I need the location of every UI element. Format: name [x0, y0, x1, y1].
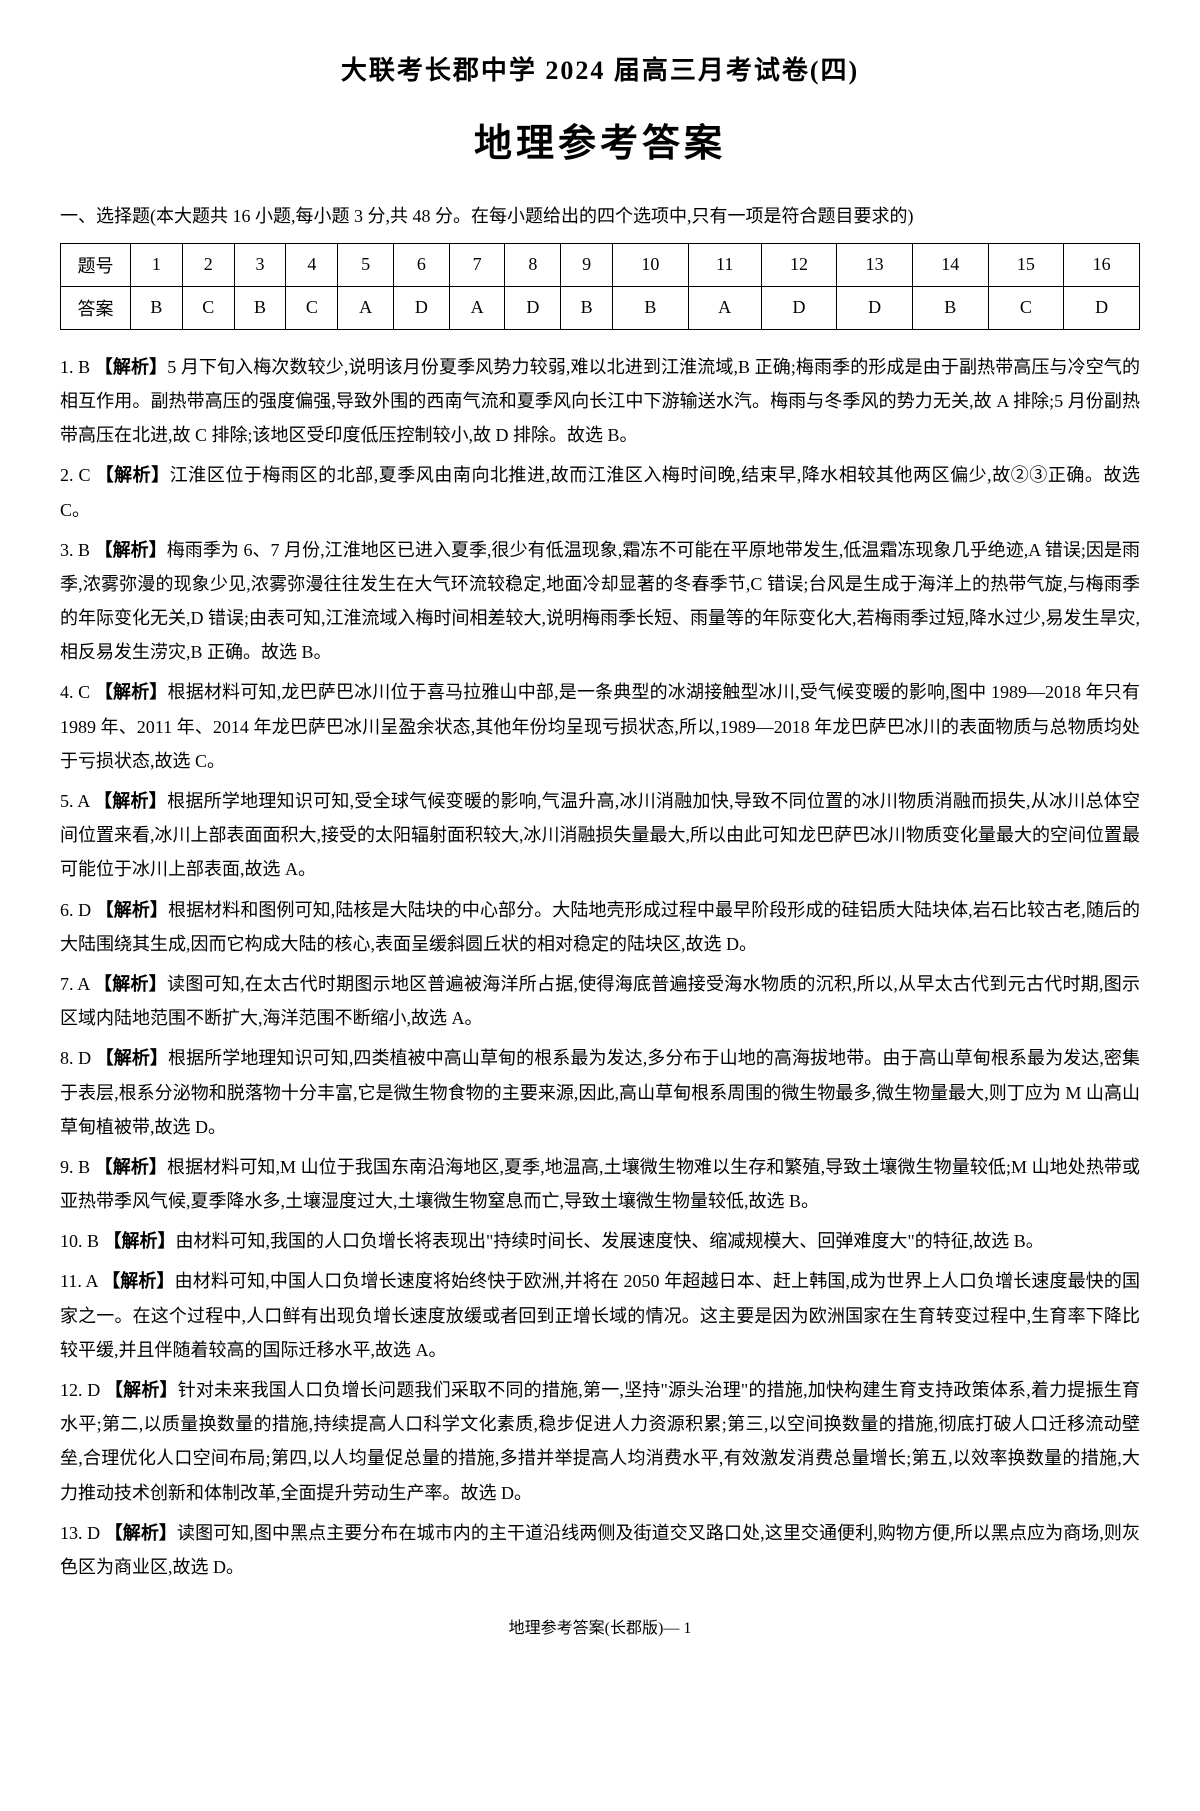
explanation-text: 梅雨季为 6、7 月份,江淮地区已进入夏季,很少有低温现象,霜冻不可能在平原地带… [60, 540, 1140, 663]
table-cell: 2 [182, 243, 234, 286]
header-main: 长郡中学 2024 届高三月考试卷(四) [425, 56, 859, 85]
table-cell: 7 [449, 243, 505, 286]
table-cell: 12 [761, 243, 837, 286]
explanation-text: 江淮区位于梅雨区的北部,夏季风由南向北推进,故而江淮区入梅时间晚,结束早,降水相… [60, 465, 1140, 519]
exam-header: 大联考长郡中学 2024 届高三月考试卷(四) [60, 50, 1140, 87]
table-cell: 5 [338, 243, 394, 286]
table-cell: D [837, 286, 913, 329]
main-title: 地理参考答案 [60, 112, 1140, 167]
explanations-container: 1. B 【解析】5 月下旬入梅次数较少,说明该月份夏季风势力较弱,难以北进到江… [60, 350, 1140, 1584]
explanation-item: 5. A 【解析】根据所学地理知识可知,受全球气候变暖的影响,气温升高,冰川消融… [60, 784, 1140, 887]
table-cell: C [182, 286, 234, 329]
table-cell: 4 [286, 243, 338, 286]
analysis-tag: 【解析】 [105, 1523, 177, 1543]
explanation-text: 根据材料可知,M 山位于我国东南沿海地区,夏季,地温高,土壤微生物难以生存和繁殖… [60, 1157, 1140, 1211]
question-number: 3. B [60, 540, 95, 560]
analysis-tag: 【解析】 [94, 974, 167, 994]
table-cell: C [286, 286, 338, 329]
table-cell: 11 [688, 243, 761, 286]
question-number: 7. A [60, 974, 94, 994]
explanation-item: 6. D 【解析】根据材料和图例可知,陆核是大陆块的中心部分。大陆地壳形成过程中… [60, 893, 1140, 961]
header-prefix: 大联考 [341, 56, 425, 85]
explanation-item: 8. D 【解析】根据所学地理知识可知,四类植被中高山草甸的根系最为发达,多分布… [60, 1041, 1140, 1144]
question-number: 10. B [60, 1231, 104, 1251]
table-cell: B [131, 286, 183, 329]
question-number: 13. D [60, 1523, 105, 1543]
explanation-item: 2. C 【解析】江淮区位于梅雨区的北部,夏季风由南向北推进,故而江淮区入梅时间… [60, 458, 1140, 526]
explanation-item: 11. A 【解析】由材料可知,中国人口负增长速度将始终快于欧洲,并将在 205… [60, 1264, 1140, 1367]
table-cell: C [988, 286, 1064, 329]
explanation-text: 读图可知,在太古代时期图示地区普遍被海洋所占据,使得海底普遍接受海水物质的沉积,… [60, 974, 1140, 1028]
analysis-tag: 【解析】 [95, 682, 168, 702]
question-number: 11. A [60, 1271, 102, 1291]
table-cell: D [393, 286, 449, 329]
question-number: 1. B [60, 357, 95, 377]
table-cell: 15 [988, 243, 1064, 286]
explanation-text: 由材料可知,我国的人口负增长将表现出"持续时间长、发展速度快、缩减规模大、回弹难… [176, 1231, 1044, 1251]
analysis-tag: 【解析】 [95, 1157, 167, 1177]
table-cell: 14 [912, 243, 988, 286]
row-label: 答案 [61, 286, 131, 329]
table-cell: A [688, 286, 761, 329]
table-cell: B [613, 286, 689, 329]
question-number: 5. A [60, 791, 94, 811]
explanation-item: 3. B 【解析】梅雨季为 6、7 月份,江淮地区已进入夏季,很少有低温现象,霜… [60, 533, 1140, 670]
explanation-text: 由材料可知,中国人口负增长速度将始终快于欧洲,并将在 2050 年超越日本、赶上… [60, 1271, 1140, 1359]
question-number: 12. D [60, 1380, 105, 1400]
table-cell: D [1064, 286, 1140, 329]
explanation-item: 7. A 【解析】读图可知,在太古代时期图示地区普遍被海洋所占据,使得海底普遍接… [60, 967, 1140, 1035]
analysis-tag: 【解析】 [96, 900, 168, 920]
explanation-item: 1. B 【解析】5 月下旬入梅次数较少,说明该月份夏季风势力较弱,难以北进到江… [60, 350, 1140, 453]
analysis-tag: 【解析】 [96, 465, 170, 485]
explanation-item: 10. B 【解析】由材料可知,我国的人口负增长将表现出"持续时间长、发展速度快… [60, 1224, 1140, 1258]
analysis-tag: 【解析】 [95, 357, 167, 377]
table-cell: 10 [613, 243, 689, 286]
analysis-tag: 【解析】 [102, 1271, 175, 1291]
explanation-text: 根据所学地理知识可知,四类植被中高山草甸的根系最为发达,多分布于山地的高海拔地带… [60, 1048, 1140, 1136]
explanation-text: 根据材料和图例可知,陆核是大陆块的中心部分。大陆地壳形成过程中最早阶段形成的硅铝… [60, 900, 1140, 954]
table-row-answers: 答案 B C B C A D A D B B A D D B C D [61, 286, 1140, 329]
table-cell: 16 [1064, 243, 1140, 286]
table-cell: B [234, 286, 286, 329]
explanation-item: 4. C 【解析】根据材料可知,龙巴萨巴冰川位于喜马拉雅山中部,是一条典型的冰湖… [60, 675, 1140, 778]
table-cell: 3 [234, 243, 286, 286]
section-1-header: 一、选择题(本大题共 16 小题,每小题 3 分,共 48 分。在每小题给出的四… [60, 202, 1140, 231]
table-cell: A [449, 286, 505, 329]
explanation-item: 12. D 【解析】针对未来我国人口负增长问题我们采取不同的措施,第一,坚持"源… [60, 1373, 1140, 1510]
answer-table: 题号 1 2 3 4 5 6 7 8 9 10 11 12 13 14 15 1… [60, 243, 1140, 330]
table-cell: 1 [131, 243, 183, 286]
question-number: 4. C [60, 682, 95, 702]
question-number: 2. C [60, 465, 96, 485]
table-cell: 6 [393, 243, 449, 286]
analysis-tag: 【解析】 [94, 791, 167, 811]
question-number: 9. B [60, 1157, 95, 1177]
explanation-item: 9. B 【解析】根据材料可知,M 山位于我国东南沿海地区,夏季,地温高,土壤微… [60, 1150, 1140, 1218]
question-number: 8. D [60, 1048, 96, 1068]
table-cell: D [505, 286, 561, 329]
table-cell: 8 [505, 243, 561, 286]
row-label: 题号 [61, 243, 131, 286]
table-cell: B [561, 286, 613, 329]
explanation-text: 5 月下旬入梅次数较少,说明该月份夏季风势力较弱,难以北进到江淮流域,B 正确;… [60, 357, 1140, 445]
question-number: 6. D [60, 900, 96, 920]
explanation-text: 针对未来我国人口负增长问题我们采取不同的措施,第一,坚持"源头治理"的措施,加快… [60, 1380, 1140, 1503]
table-cell: 9 [561, 243, 613, 286]
analysis-tag: 【解析】 [105, 1380, 178, 1400]
table-cell: 13 [837, 243, 913, 286]
table-row-numbers: 题号 1 2 3 4 5 6 7 8 9 10 11 12 13 14 15 1… [61, 243, 1140, 286]
table-cell: A [338, 286, 394, 329]
table-cell: D [761, 286, 837, 329]
explanation-text: 根据所学地理知识可知,受全球气候变暖的影响,气温升高,冰川消融加快,导致不同位置… [60, 791, 1140, 879]
table-cell: B [912, 286, 988, 329]
analysis-tag: 【解析】 [96, 1048, 168, 1068]
analysis-tag: 【解析】 [104, 1231, 176, 1251]
analysis-tag: 【解析】 [95, 540, 167, 560]
explanation-text: 读图可知,图中黑点主要分布在城市内的主干道沿线两侧及街道交叉路口处,这里交通便利… [60, 1523, 1140, 1577]
explanation-text: 根据材料可知,龙巴萨巴冰川位于喜马拉雅山中部,是一条典型的冰湖接触型冰川,受气候… [60, 682, 1140, 770]
page-footer: 地理参考答案(长郡版)— 1 [60, 1614, 1140, 1638]
explanation-item: 13. D 【解析】读图可知,图中黑点主要分布在城市内的主干道沿线两侧及街道交叉… [60, 1516, 1140, 1584]
